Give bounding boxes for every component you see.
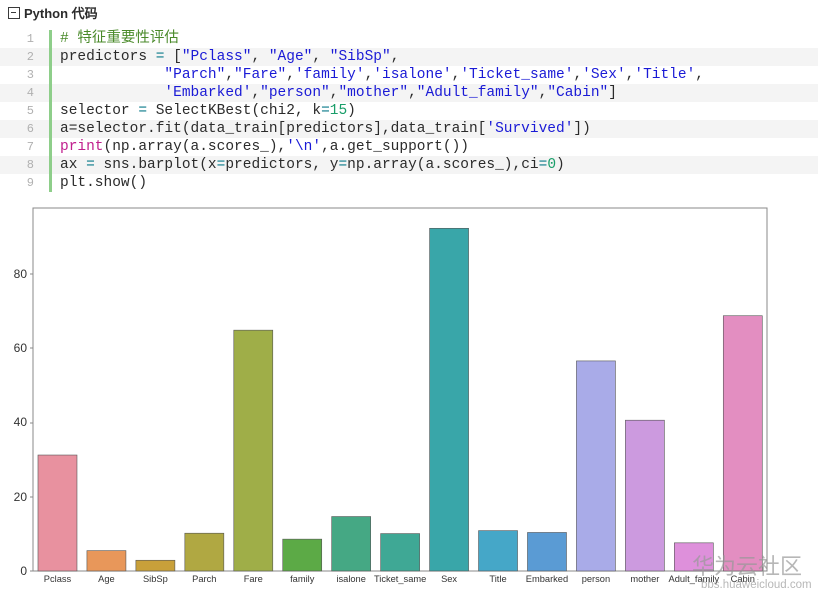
svg-text:mother: mother (630, 574, 659, 584)
svg-text:person: person (582, 574, 610, 584)
svg-text:Embarked: Embarked (526, 574, 568, 584)
svg-text:华为云社区: 华为云社区 (692, 554, 802, 579)
svg-text:Fare: Fare (244, 574, 263, 584)
svg-text:family: family (290, 574, 315, 584)
svg-text:Ticket_same: Ticket_same (374, 574, 426, 584)
svg-text:0: 0 (20, 564, 27, 578)
svg-text:Parch: Parch (192, 574, 216, 584)
svg-text:80: 80 (14, 267, 28, 281)
svg-text:bbs.huaweicloud.com: bbs.huaweicloud.com (701, 579, 812, 591)
svg-text:isalone: isalone (336, 574, 365, 584)
svg-text:20: 20 (14, 490, 28, 504)
svg-text:Pclass: Pclass (44, 574, 72, 584)
svg-text:Title: Title (489, 574, 506, 584)
svg-text:60: 60 (14, 341, 28, 355)
svg-text:Sex: Sex (441, 574, 457, 584)
svg-text:SibSp: SibSp (143, 574, 168, 584)
svg-text:Age: Age (98, 574, 115, 584)
svg-text:40: 40 (14, 415, 28, 429)
